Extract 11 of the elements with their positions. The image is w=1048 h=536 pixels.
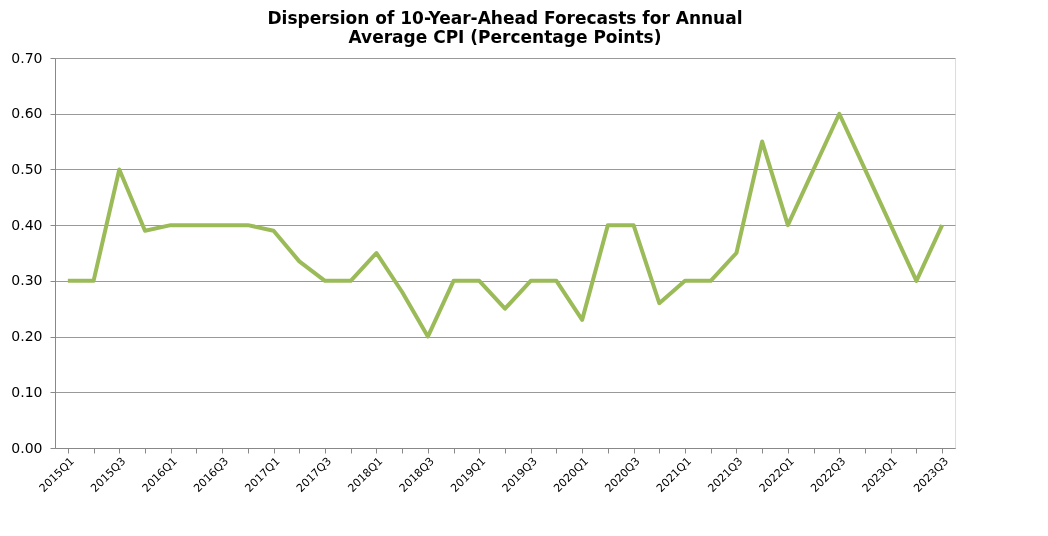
y-tick-label: 0.00	[11, 439, 43, 456]
text: Dispersion of 10-Year-Ahead Forecasts for Annual	[267, 8, 743, 28]
line-series	[65, 111, 945, 339]
y-tick-label: 0.60	[11, 105, 43, 122]
y-tick-label: 0.50	[11, 160, 43, 177]
text: Average CPI (Percentage Points)	[348, 27, 662, 47]
y-tick-label: 0.70	[11, 49, 43, 66]
y-tick-label: 0.10	[11, 383, 43, 400]
y-tick-label: 0.40	[11, 216, 43, 233]
y-tick-label: 0.20	[11, 328, 43, 345]
y-tick-label: 0.30	[11, 272, 43, 289]
